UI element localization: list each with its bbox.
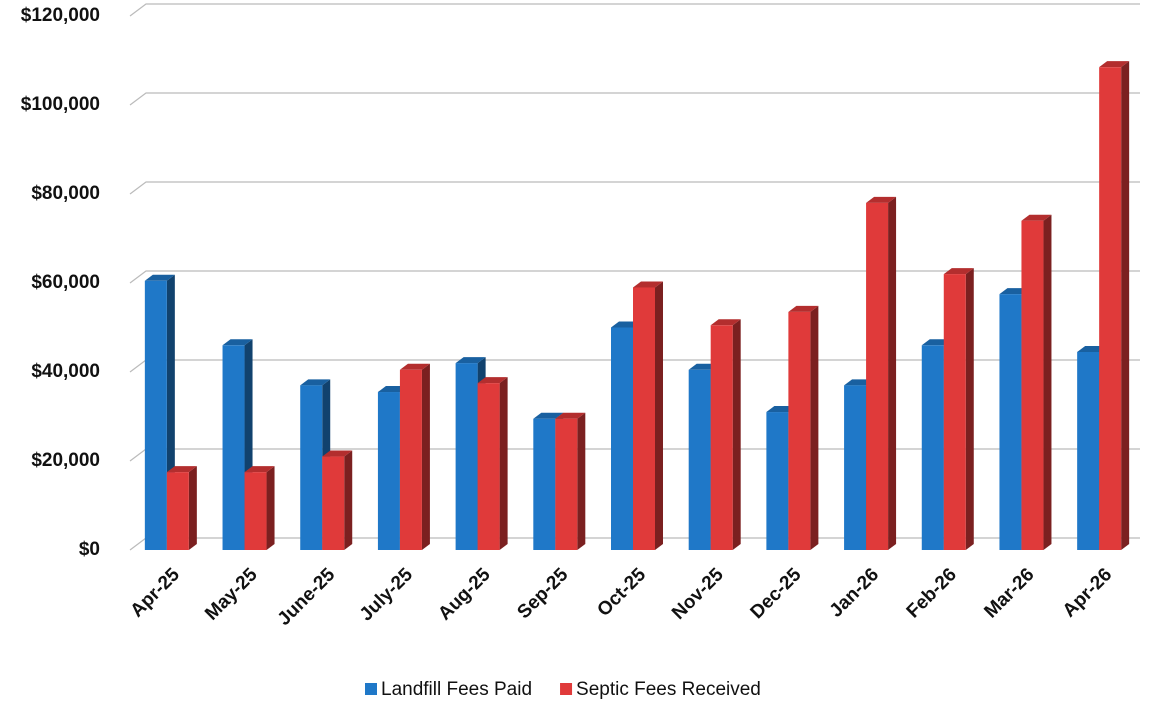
- bar-top: [788, 305, 819, 312]
- y-tick-label: $80,000: [31, 183, 100, 204]
- bar-side: [577, 412, 586, 550]
- bar-side: [188, 466, 197, 550]
- bar-top: [322, 450, 353, 457]
- bar-top: [244, 466, 275, 473]
- bar: [844, 385, 867, 550]
- x-tick-label: Feb-26: [903, 564, 961, 622]
- bar: [788, 311, 811, 550]
- bar: [999, 294, 1022, 550]
- x-tick-label: Sep-25: [513, 564, 572, 623]
- y-tick-label: $0: [79, 539, 100, 560]
- bar-top: [633, 281, 663, 288]
- x-tick-label: July-25: [356, 564, 417, 625]
- bar: [477, 383, 500, 550]
- bar: [244, 472, 267, 550]
- bar-top: [300, 379, 331, 386]
- bar: [222, 345, 245, 550]
- x-tick-label: May-25: [201, 564, 262, 625]
- bar-top: [943, 268, 974, 275]
- bar-top: [477, 377, 508, 384]
- y-tick-label: $60,000: [31, 272, 100, 293]
- bar: [1077, 351, 1100, 550]
- bar: [710, 325, 733, 550]
- bar-top: [222, 339, 253, 346]
- bar: [943, 274, 966, 550]
- bar-side: [655, 281, 663, 550]
- bar: [921, 345, 944, 550]
- bar-top: [399, 363, 430, 370]
- legend: Landfill Fees Paid Septic Fees Received: [365, 679, 761, 700]
- bar: [1021, 220, 1044, 550]
- bar: [766, 412, 789, 550]
- bar: [322, 456, 345, 550]
- bar: [399, 369, 422, 550]
- legend-swatch: [560, 683, 573, 695]
- grid-line: [129, 270, 1140, 284]
- bar: [377, 392, 400, 550]
- x-tick-label: Nov-25: [668, 564, 728, 624]
- grid-line: [129, 3, 1140, 17]
- y-tick-label: $20,000: [31, 450, 100, 471]
- bar: [300, 385, 323, 550]
- bar-side: [1043, 214, 1052, 550]
- bar: [866, 202, 889, 550]
- legend-label: Landfill Fees Paid: [381, 679, 532, 700]
- bar-side: [421, 363, 430, 550]
- bar: [555, 418, 578, 550]
- bar: [166, 472, 189, 550]
- bar-side: [888, 196, 897, 550]
- bar-side: [499, 377, 508, 550]
- x-tick-label: Dec-25: [747, 564, 806, 623]
- legend-swatch: [365, 683, 377, 695]
- bar-side: [344, 450, 353, 550]
- bar-side: [965, 268, 974, 550]
- bar: [1099, 67, 1122, 551]
- legend-label: Septic Fees Received: [576, 679, 761, 700]
- x-tick-label: Mar-26: [980, 564, 1038, 622]
- bar-side: [1121, 61, 1130, 551]
- y-tick-label: $100,000: [21, 94, 100, 115]
- bar-top: [866, 196, 897, 203]
- bar-top: [1021, 214, 1052, 221]
- x-tick-label: Oct-25: [593, 564, 650, 621]
- bar-top: [166, 466, 197, 473]
- bar-side: [732, 319, 741, 550]
- grid-line: [129, 92, 1140, 106]
- bar-top: [533, 412, 564, 419]
- y-tick-label: $120,000: [21, 5, 100, 26]
- x-tick-label: Apr-25: [127, 564, 185, 622]
- bar-side: [810, 305, 819, 550]
- bar: [688, 369, 711, 550]
- bar-top: [555, 412, 586, 419]
- y-tick-label: $40,000: [31, 361, 100, 382]
- x-tick-label: Apr-26: [1059, 564, 1116, 621]
- bar-top: [144, 274, 175, 281]
- bar-top: [455, 357, 486, 364]
- bar: [611, 327, 633, 550]
- x-tick-label: Aug-25: [434, 564, 495, 625]
- x-tick-label: Jan-26: [826, 564, 883, 621]
- bar-top: [1099, 61, 1130, 68]
- bar: [533, 418, 556, 550]
- bar: [144, 280, 167, 550]
- x-tick-label: June-25: [274, 564, 340, 630]
- bar-side: [266, 466, 275, 550]
- bar: [633, 287, 655, 550]
- bar-top: [710, 319, 741, 326]
- bar: [455, 363, 478, 550]
- grid-line: [129, 181, 1140, 195]
